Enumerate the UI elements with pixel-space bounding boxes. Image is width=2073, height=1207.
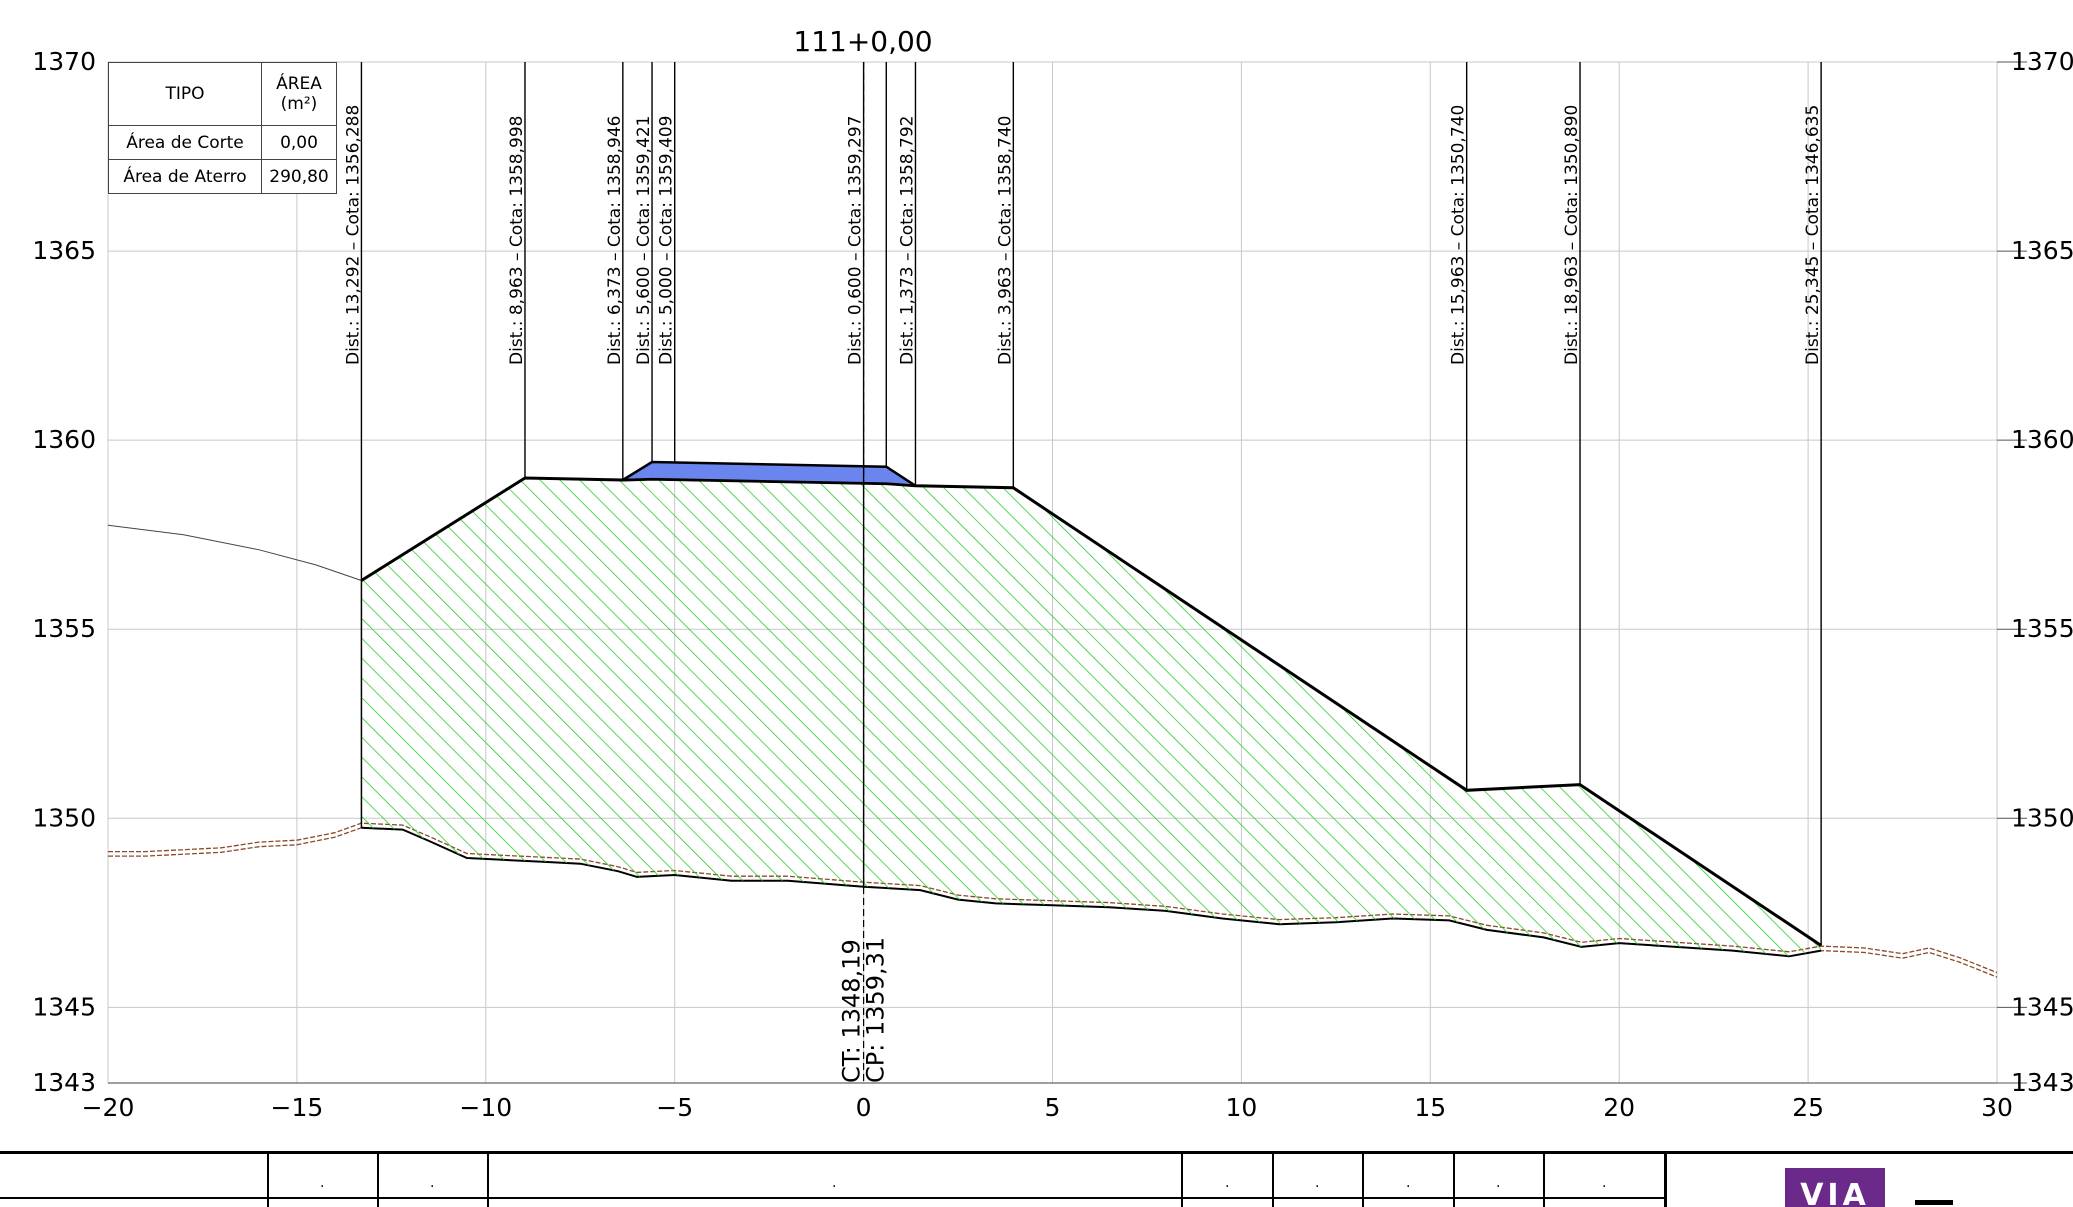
station-label: Dist.: 15,963 – Cota: 1350,740 [1449, 105, 1469, 365]
station-label: Dist.: 6,373 – Cota: 1358,946 [605, 116, 625, 365]
title-block-cell-text: . [832, 1175, 837, 1191]
title-block-divider [1362, 1153, 1364, 1207]
title-block-cell-text: . [1496, 1175, 1501, 1191]
station-label: Dist.: 18,963 – Cota: 1350,890 [1562, 105, 1582, 365]
title-block-divider [1272, 1153, 1274, 1207]
x-tick-label: −10 [459, 1093, 512, 1122]
y-tick-label-right: 1360 [2011, 425, 2073, 454]
x-tick-label: 25 [1792, 1093, 1824, 1122]
y-tick-label-right: 1343 [2011, 1068, 2073, 1097]
x-tick-label: 10 [1225, 1093, 1257, 1122]
station-label: Dist.: 0,600 – Cota: 1359,297 [846, 116, 866, 365]
y-tick-label-left: 1360 [32, 425, 96, 454]
title-block-divider [487, 1153, 489, 1207]
x-tick-label: −20 [82, 1093, 135, 1122]
y-tick-label-left: 1355 [32, 614, 96, 643]
station-label: Dist.: 25,345 – Cota: 1346,635 [1803, 105, 1823, 365]
y-tick-label-right: 1350 [2011, 803, 2073, 832]
y-tick-label-right: 1365 [2011, 236, 2073, 265]
title-block-divider [267, 1153, 269, 1207]
area-table-header-area: ÁREA (m²) [261, 62, 337, 126]
y-tick-label-right: 1370 [2011, 47, 2073, 76]
y-tick-label-left: 1345 [32, 992, 96, 1021]
station-label: Dist.: 8,963 – Cota: 1358,998 [507, 116, 527, 365]
title-block-cell-text: . [430, 1175, 435, 1191]
x-tick-label: 5 [1045, 1093, 1061, 1122]
fill-area-hatch [361, 478, 1822, 957]
area-header-line1: ÁREA [276, 74, 322, 94]
y-tick-label-left: 1370 [32, 47, 96, 76]
chart-title: 111+0,00 [793, 25, 932, 58]
title-block-cell-text: . [1315, 1175, 1320, 1191]
area-header-line2: (m²) [280, 94, 318, 114]
area-table: TIPO ÁREA (m²) Área de Corte 0,00 Área d… [108, 62, 337, 194]
x-tick-label: 30 [1981, 1093, 2013, 1122]
original-ground-left [107, 524, 362, 581]
y-tick-label-left: 1343 [32, 1068, 96, 1097]
centerline-ct-label: CT: 1348,19 [838, 939, 866, 1083]
title-block-divider [377, 1153, 379, 1207]
area-row-corte-label: Área de Corte [108, 125, 262, 160]
centerline-cp-label: CP: 1359,31 [862, 937, 890, 1083]
station-label: Dist.: 1,373 – Cota: 1358,792 [897, 116, 917, 365]
y-tick-label-right: 1355 [2011, 614, 2073, 643]
title-block-divider [1453, 1153, 1455, 1207]
title-block-cell-text: . [320, 1175, 325, 1191]
title-block-divider [1181, 1153, 1183, 1207]
y-tick-label-right: 1345 [2011, 992, 2073, 1021]
x-tick-label: −15 [271, 1093, 324, 1122]
area-table-header-tipo: TIPO [108, 62, 262, 126]
logo-mark [1915, 1200, 1953, 1205]
station-label: Dist.: 3,963 – Cota: 1358,740 [995, 116, 1015, 365]
station-label: Dist.: 13,292 – Cota: 1356,288 [343, 105, 363, 365]
title-block-top-border [0, 1151, 2073, 1154]
x-tick-label: 0 [856, 1093, 872, 1122]
x-tick-label: 15 [1414, 1093, 1446, 1122]
company-logo: VIA [1785, 1168, 1885, 1207]
title-block-divider [1543, 1153, 1545, 1207]
station-label: Dist.: 5,600 – Cota: 1359,421 [634, 116, 654, 365]
title-block-divider [1664, 1153, 1667, 1207]
x-tick-label: −5 [656, 1093, 693, 1122]
x-tick-label: 20 [1603, 1093, 1635, 1122]
title-block-cell-text: . [1406, 1175, 1411, 1191]
area-row-aterro-label: Área de Aterro [108, 159, 262, 194]
y-tick-label-left: 1365 [32, 236, 96, 265]
y-tick-label-left: 1350 [32, 803, 96, 832]
area-row-corte-value: 0,00 [261, 125, 337, 160]
title-block-cell-text: . [1602, 1175, 1607, 1191]
station-label: Dist.: 5,000 – Cota: 1359,409 [657, 116, 677, 365]
area-row-aterro-value: 290,80 [261, 159, 337, 194]
title-block-cell-text: . [1225, 1175, 1230, 1191]
title-block-row-divider [0, 1197, 1665, 1199]
